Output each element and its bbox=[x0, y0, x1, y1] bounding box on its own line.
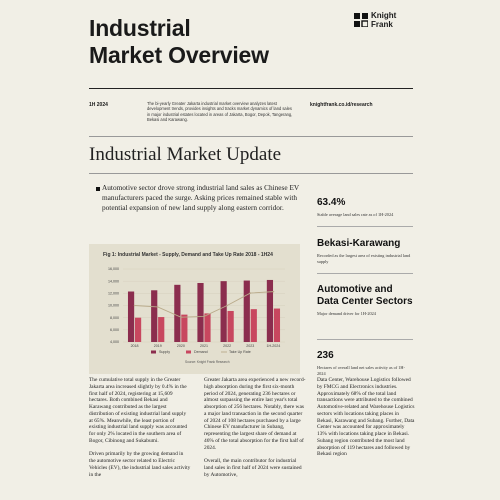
x-tick-label: 2018 bbox=[131, 344, 139, 348]
demand-bar bbox=[158, 317, 165, 342]
x-tick-label: 1H-2024 bbox=[267, 344, 281, 348]
chart-source: Source: Knight Frank Research bbox=[185, 360, 230, 364]
demand-bar bbox=[273, 308, 281, 342]
paragraph: Data Center, Warehouse Logistics followe… bbox=[317, 377, 415, 458]
supply-bar bbox=[220, 281, 227, 342]
stat-value: Bekasi-Karawang bbox=[317, 238, 401, 249]
legend-label: Demand bbox=[194, 350, 208, 354]
y-tick-label: 14,000 bbox=[108, 279, 119, 283]
lead-bullet-icon bbox=[96, 187, 100, 191]
report-period: 1H 2024 bbox=[89, 102, 108, 108]
chart-title: Fig 1: Industrial Market - Supply, Deman… bbox=[103, 252, 273, 258]
research-link[interactable]: knightfrank.co.id/research bbox=[310, 102, 373, 108]
stat-description: Hectares of overall land net sales activ… bbox=[317, 365, 405, 376]
legend-swatch bbox=[186, 350, 191, 354]
stat-divider bbox=[317, 273, 413, 274]
legend-label: Supply bbox=[159, 350, 170, 354]
header-divider bbox=[89, 88, 413, 89]
paragraph: The cumulative total supply in the Great… bbox=[89, 377, 188, 444]
take-up-rate-point bbox=[156, 306, 159, 308]
stat-largest-area: Bekasi-Karawang Recorded as the largest … bbox=[317, 238, 413, 264]
x-tick-label: 2021 bbox=[200, 344, 208, 348]
stat-description: Stable average land sales rate as of 1H-… bbox=[317, 212, 394, 217]
supply-bar bbox=[243, 280, 250, 342]
x-tick-label: 2022 bbox=[223, 344, 231, 348]
stat-value: Automotive and Data Center Sectors bbox=[317, 284, 413, 307]
legend-swatch bbox=[151, 350, 156, 354]
demand-bar bbox=[204, 313, 211, 342]
stat-divider bbox=[317, 226, 413, 227]
knight-frank-logo: Knight Frank bbox=[354, 11, 412, 33]
legend-label: Take Up Rate bbox=[229, 350, 251, 354]
report-description: The bi-yearly Greater Jakarta industrial… bbox=[147, 101, 293, 123]
stat-value: 236 bbox=[317, 350, 334, 361]
logo-text-line-2: Frank bbox=[371, 20, 393, 29]
stat-net-sales: 236 Hectares of overall land net sales a… bbox=[317, 350, 413, 376]
x-tick-label: 2019 bbox=[154, 344, 162, 348]
y-tick-label: 16,000 bbox=[108, 267, 119, 271]
supply-bar bbox=[197, 282, 204, 342]
supply-bar bbox=[127, 291, 135, 342]
take-up-rate-point bbox=[226, 304, 228, 307]
paragraph: Driven primarily by the growing demand i… bbox=[89, 451, 191, 478]
y-tick-label: 10,000 bbox=[108, 304, 119, 308]
chart-plot: 16,000 14,000 12,000 10,000 8,000 6,000 4,000 2… bbox=[108, 267, 285, 354]
supply-bar bbox=[174, 284, 181, 342]
supply-demand-chart: Fig 1: Industrial Market - Supply, Deman… bbox=[89, 244, 300, 374]
body-column-2: Greater Jakarta area experienced a new r… bbox=[204, 377, 306, 485]
report-title: Industrial Market Overview bbox=[89, 15, 269, 69]
paragraph: Overall, the main contributor for indust… bbox=[204, 458, 302, 478]
y-tick-label: 12,000 bbox=[108, 292, 119, 296]
stat-value: 63.4% bbox=[317, 197, 346, 208]
take-up-rate-point bbox=[180, 316, 182, 318]
stat-demand-driver: Automotive and Data Center Sectors Major… bbox=[317, 284, 413, 317]
supply-bar bbox=[266, 279, 274, 342]
meta-divider bbox=[89, 136, 413, 137]
x-tick-label: 2020 bbox=[177, 344, 185, 348]
x-tick-label: 2023 bbox=[246, 344, 254, 348]
y-tick-label: 6,000 bbox=[110, 328, 119, 332]
take-up-rate-point bbox=[272, 290, 275, 293]
section-title: Industrial Market Update bbox=[89, 144, 282, 165]
demand-bar bbox=[181, 314, 188, 342]
supply-bar bbox=[151, 290, 158, 342]
body-column-3: Data Center, Warehouse Logistics followe… bbox=[317, 377, 415, 465]
title-line-2: Market Overview bbox=[89, 42, 269, 68]
stat-description: Major demand driver for 1H-2024 bbox=[317, 311, 376, 316]
stat-divider bbox=[317, 339, 413, 340]
title-line-1: Industrial bbox=[89, 15, 191, 41]
take-up-rate-point bbox=[133, 304, 136, 307]
stat-sales-rate: 63.4% Stable average land sales rate as … bbox=[317, 197, 413, 218]
take-up-rate-point bbox=[249, 292, 252, 294]
logo-mark-icon bbox=[354, 13, 368, 27]
y-tick-label: 8,000 bbox=[110, 316, 119, 320]
y-tick-label: 4,000 bbox=[110, 340, 119, 344]
section-divider bbox=[89, 173, 413, 174]
lead-summary: Automotive sector drove strong industria… bbox=[102, 183, 300, 212]
demand-bar bbox=[227, 310, 234, 342]
logo-text-line-1: Knight bbox=[371, 11, 397, 20]
paragraph: Greater Jakarta area experienced a new r… bbox=[204, 377, 306, 451]
stat-description: Recorded as the largest area of existing… bbox=[317, 253, 411, 264]
take-up-rate-point bbox=[203, 315, 205, 318]
body-column-1: The cumulative total supply in the Great… bbox=[89, 377, 191, 485]
demand-bar bbox=[250, 309, 257, 342]
demand-bar bbox=[134, 317, 142, 342]
